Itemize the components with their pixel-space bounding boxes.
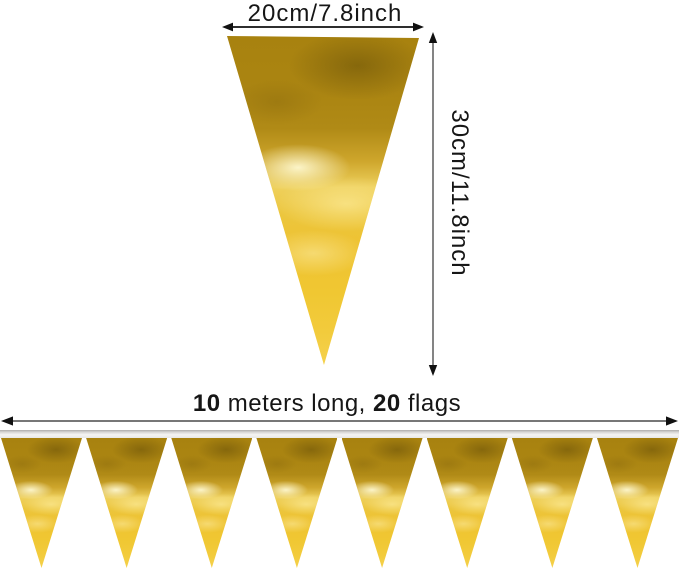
- height-dimension-label: 30cm/11.8inch: [446, 109, 473, 277]
- pennant-flag-small: [171, 438, 253, 568]
- height-dimension-arrow: [428, 32, 438, 376]
- width-dimension-label: 20cm/7.8inch: [247, 0, 403, 27]
- banner-flag-row: [0, 438, 679, 568]
- banner-length-text: meters long,: [220, 390, 374, 417]
- banner-length-label: 10 meters long, 20 flags: [193, 390, 461, 418]
- pennant-flag-large: [227, 36, 419, 365]
- pennant-flag-small: [511, 438, 593, 568]
- pennant-flag-small: [426, 438, 508, 568]
- pennant-flag-small: [596, 438, 678, 568]
- pennant-flag-small: [86, 438, 168, 568]
- pennant-flag-small: [256, 438, 338, 568]
- banner-length-meters: 10: [192, 390, 221, 417]
- pennant-flag-small: [341, 438, 423, 568]
- banner-string-ribbon: [0, 430, 679, 438]
- banner-flags-text: flags: [400, 390, 462, 417]
- banner-flag-count: 20: [373, 390, 401, 417]
- width-dimension-arrow: [222, 22, 424, 32]
- length-dimension-arrow: [1, 416, 678, 426]
- pennant-flag-small: [1, 438, 82, 568]
